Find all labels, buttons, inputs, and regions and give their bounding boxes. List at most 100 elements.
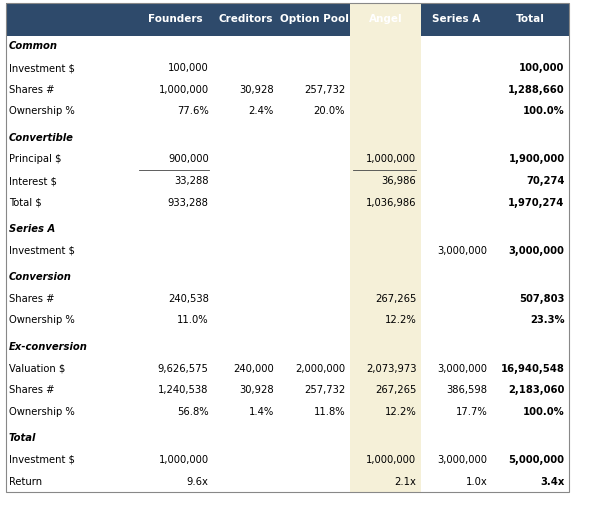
Text: Founders: Founders: [148, 14, 202, 24]
FancyBboxPatch shape: [350, 148, 421, 170]
Text: Ownership %: Ownership %: [9, 407, 75, 417]
FancyBboxPatch shape: [350, 100, 421, 122]
Text: 267,265: 267,265: [375, 294, 416, 304]
Text: 12.2%: 12.2%: [384, 316, 416, 326]
Text: 2,073,973: 2,073,973: [366, 364, 416, 374]
FancyBboxPatch shape: [350, 331, 421, 336]
FancyBboxPatch shape: [350, 401, 421, 423]
Text: Principal $: Principal $: [9, 155, 62, 165]
Text: Shares #: Shares #: [9, 294, 55, 304]
Text: 17.7%: 17.7%: [455, 407, 487, 417]
Text: 1,000,000: 1,000,000: [366, 155, 416, 165]
FancyBboxPatch shape: [350, 262, 421, 266]
Text: 2,000,000: 2,000,000: [295, 364, 345, 374]
Text: 77.6%: 77.6%: [177, 107, 209, 116]
FancyBboxPatch shape: [350, 427, 421, 449]
Text: 23.3%: 23.3%: [530, 316, 565, 326]
FancyBboxPatch shape: [350, 288, 421, 310]
Text: 30,928: 30,928: [240, 385, 274, 395]
FancyBboxPatch shape: [350, 79, 421, 100]
Text: 1,036,986: 1,036,986: [366, 197, 416, 208]
FancyBboxPatch shape: [350, 310, 421, 331]
Text: 100,000: 100,000: [519, 63, 565, 73]
Text: 100.0%: 100.0%: [523, 107, 565, 116]
FancyBboxPatch shape: [350, 127, 421, 148]
Text: 1,000,000: 1,000,000: [158, 455, 209, 465]
Text: 11.8%: 11.8%: [314, 407, 345, 417]
FancyBboxPatch shape: [350, 379, 421, 401]
FancyBboxPatch shape: [350, 35, 421, 57]
Text: 70,274: 70,274: [526, 176, 565, 186]
Text: 5,000,000: 5,000,000: [509, 455, 565, 465]
Text: 933,288: 933,288: [168, 197, 209, 208]
FancyBboxPatch shape: [350, 57, 421, 79]
Text: Investment $: Investment $: [9, 63, 75, 73]
Text: Convertible: Convertible: [9, 133, 74, 143]
FancyBboxPatch shape: [350, 336, 421, 358]
Text: Creditors: Creditors: [219, 14, 273, 24]
Text: 16,940,548: 16,940,548: [500, 364, 565, 374]
Text: 36,986: 36,986: [381, 176, 416, 186]
FancyBboxPatch shape: [350, 122, 421, 127]
Text: Shares #: Shares #: [9, 85, 55, 94]
Text: 11.0%: 11.0%: [177, 316, 209, 326]
FancyBboxPatch shape: [350, 449, 421, 471]
Text: 1,900,000: 1,900,000: [508, 155, 565, 165]
Text: 3.4x: 3.4x: [540, 477, 565, 486]
Text: 1,240,538: 1,240,538: [158, 385, 209, 395]
Text: 56.8%: 56.8%: [177, 407, 209, 417]
Text: Investment $: Investment $: [9, 246, 75, 256]
Text: Conversion: Conversion: [9, 272, 72, 282]
Text: 507,803: 507,803: [519, 294, 565, 304]
Text: Interest $: Interest $: [9, 176, 57, 186]
FancyBboxPatch shape: [350, 192, 421, 214]
FancyBboxPatch shape: [350, 240, 421, 262]
Text: Ex-conversion: Ex-conversion: [9, 342, 88, 352]
Text: Total: Total: [9, 433, 36, 443]
Text: Series A: Series A: [9, 224, 55, 234]
Text: 1,000,000: 1,000,000: [366, 455, 416, 465]
FancyBboxPatch shape: [350, 214, 421, 218]
Text: 900,000: 900,000: [168, 155, 209, 165]
Text: 30,928: 30,928: [240, 85, 274, 94]
Text: Return: Return: [9, 477, 42, 486]
Text: 386,598: 386,598: [447, 385, 487, 395]
Text: 1,000,000: 1,000,000: [158, 85, 209, 94]
Text: 3,000,000: 3,000,000: [509, 246, 565, 256]
Text: Option Pool: Option Pool: [280, 14, 349, 24]
Text: Total $: Total $: [9, 197, 42, 208]
Text: 33,288: 33,288: [174, 176, 209, 186]
Text: Angel: Angel: [369, 14, 402, 24]
Text: 3,000,000: 3,000,000: [438, 364, 487, 374]
Text: 100,000: 100,000: [168, 63, 209, 73]
FancyBboxPatch shape: [350, 218, 421, 240]
Text: Total: Total: [517, 14, 545, 24]
Text: 240,538: 240,538: [168, 294, 209, 304]
Text: 3,000,000: 3,000,000: [438, 246, 487, 256]
Text: 240,000: 240,000: [233, 364, 274, 374]
FancyBboxPatch shape: [350, 471, 421, 492]
Text: 267,265: 267,265: [375, 385, 416, 395]
FancyBboxPatch shape: [350, 358, 421, 379]
Text: Ownership %: Ownership %: [9, 107, 75, 116]
Text: 1,288,660: 1,288,660: [508, 85, 565, 94]
Text: 1,970,274: 1,970,274: [508, 197, 565, 208]
Text: 3,000,000: 3,000,000: [438, 455, 487, 465]
Text: 257,732: 257,732: [304, 85, 345, 94]
Text: 12.2%: 12.2%: [384, 407, 416, 417]
Text: 2.1x: 2.1x: [394, 477, 416, 486]
Text: 1.4%: 1.4%: [248, 407, 274, 417]
Text: 9.6x: 9.6x: [187, 477, 209, 486]
Text: 2.4%: 2.4%: [248, 107, 274, 116]
Text: 257,732: 257,732: [304, 385, 345, 395]
Text: 1.0x: 1.0x: [466, 477, 487, 486]
Text: Ownership %: Ownership %: [9, 316, 75, 326]
FancyBboxPatch shape: [6, 3, 569, 35]
FancyBboxPatch shape: [350, 266, 421, 288]
Text: Investment $: Investment $: [9, 455, 75, 465]
Text: Valuation $: Valuation $: [9, 364, 65, 374]
FancyBboxPatch shape: [350, 423, 421, 427]
Text: 9,626,575: 9,626,575: [158, 364, 209, 374]
Text: 100.0%: 100.0%: [523, 407, 565, 417]
Text: 20.0%: 20.0%: [314, 107, 345, 116]
